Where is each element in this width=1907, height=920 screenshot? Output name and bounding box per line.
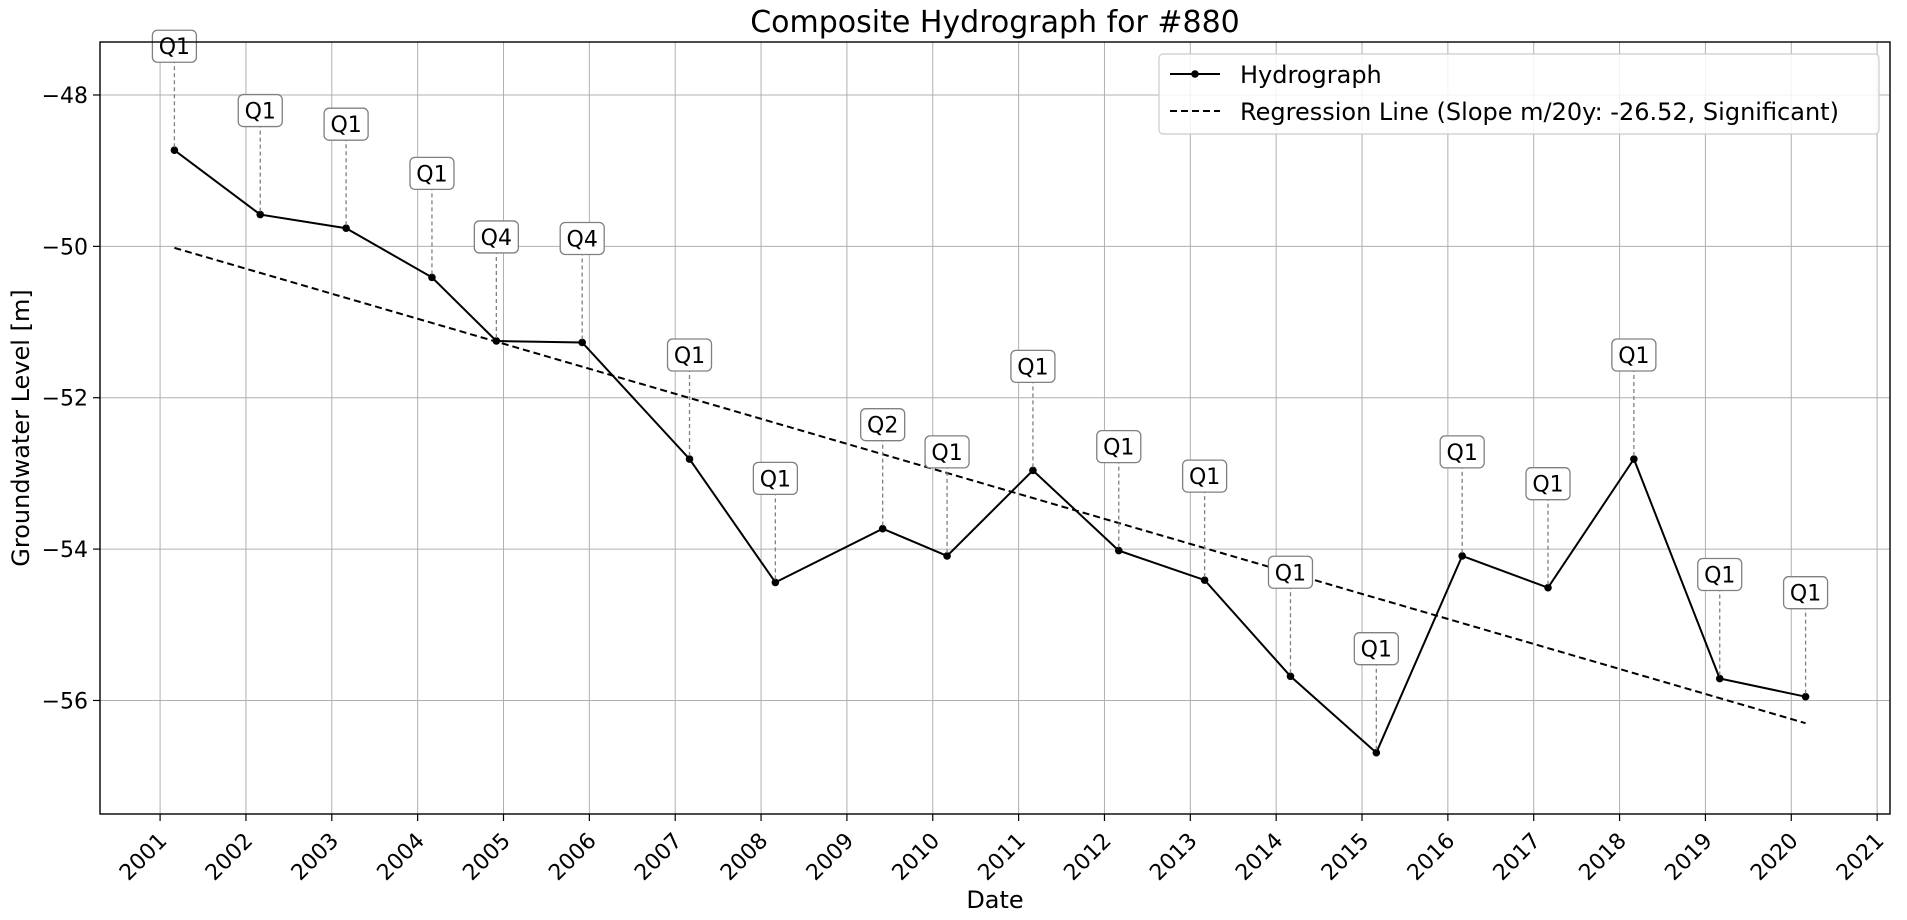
- x-tick-label: 2016: [1403, 829, 1460, 886]
- hydrograph-point: [1373, 749, 1381, 757]
- annotation-label: Q1: [1189, 465, 1220, 490]
- legend: Hydrograph Regression Line (Slope m/20y:…: [1159, 54, 1879, 134]
- x-tick-label: 2010: [888, 829, 945, 886]
- x-tick-label: 2008: [716, 829, 773, 886]
- hydrograph-point: [686, 455, 694, 463]
- x-tick-label: 2019: [1660, 829, 1717, 886]
- annotation-label: Q4: [567, 227, 598, 252]
- y-axis-label: Groundwater Level [m]: [7, 289, 35, 566]
- y-tick-label: −50: [42, 235, 88, 260]
- x-tick-label: 2021: [1832, 829, 1889, 886]
- legend-hydrograph-marker-icon: [1191, 70, 1199, 78]
- hydrograph-point: [171, 146, 179, 154]
- hydrograph-point: [1630, 455, 1638, 463]
- hydrograph-point: [1802, 693, 1810, 701]
- annotation-label: Q1: [1103, 436, 1134, 461]
- x-axis-label: Date: [966, 886, 1023, 914]
- x-tick-label: 2011: [974, 829, 1031, 886]
- y-tick-label: −52: [42, 387, 88, 412]
- annotation-label: Q1: [1790, 582, 1821, 607]
- hydrograph-point: [342, 224, 350, 232]
- x-tick-label: 2005: [458, 829, 515, 886]
- hydrograph-point: [1544, 584, 1552, 592]
- legend-hydrograph-label: Hydrograph: [1240, 61, 1382, 89]
- x-tick-label: 2007: [630, 829, 687, 886]
- hydrograph-point: [943, 552, 951, 560]
- annotation-label: Q1: [1361, 638, 1392, 663]
- hydrograph-point: [428, 274, 436, 282]
- hydrograph-point: [1287, 672, 1295, 680]
- y-tick-label: −56: [42, 689, 88, 714]
- x-tick-label: 2003: [287, 829, 344, 886]
- hydrograph-point: [1115, 547, 1123, 555]
- hydrograph-point: [256, 211, 264, 219]
- hydrograph-point: [1201, 576, 1209, 584]
- x-tick-label: 2013: [1145, 829, 1202, 886]
- x-tick-label: 2014: [1231, 829, 1288, 886]
- hydrograph-point: [772, 579, 780, 587]
- x-tick-label: 2015: [1317, 829, 1374, 886]
- hydrograph-point: [1029, 467, 1037, 475]
- annotation-label: Q1: [159, 35, 190, 60]
- hydrograph-point: [1716, 675, 1724, 683]
- annotation-label: Q1: [1275, 561, 1306, 586]
- x-tick-label: 2001: [115, 829, 172, 886]
- hydrograph-line: [174, 150, 1805, 753]
- annotation-label: Q4: [481, 226, 512, 251]
- hydrograph-point: [879, 525, 887, 533]
- annotation-label: Q1: [674, 344, 705, 369]
- x-tick-label: 2020: [1746, 829, 1803, 886]
- annotation-label: Q2: [867, 414, 898, 439]
- x-tick-label: 2009: [802, 829, 859, 886]
- y-tick-label: −48: [42, 84, 88, 109]
- annotation-label: Q1: [245, 100, 276, 125]
- x-tick-label: 2006: [544, 829, 601, 886]
- y-tick-label: −54: [42, 538, 88, 563]
- annotation-label: Q1: [1017, 355, 1048, 380]
- annotation-label: Q1: [1447, 441, 1478, 466]
- x-tick-label: 2012: [1059, 829, 1116, 886]
- hydrograph-point: [578, 339, 586, 347]
- x-tick-label: 2018: [1575, 829, 1632, 886]
- plot-area-frame: [100, 42, 1890, 814]
- hydrograph-point: [493, 337, 501, 345]
- annotation-label: Q1: [1704, 564, 1735, 589]
- annotation-label: Q1: [330, 113, 361, 138]
- hydrograph-point: [1458, 552, 1466, 560]
- chart-title: Composite Hydrograph for #880: [750, 5, 1240, 40]
- legend-regression-label: Regression Line (Slope m/20y: -26.52, Si…: [1240, 98, 1839, 126]
- annotation-label: Q1: [416, 162, 447, 187]
- x-tick-label: 2004: [373, 829, 430, 886]
- annotation-label: Q1: [760, 467, 791, 492]
- annotation-label: Q1: [1618, 344, 1649, 369]
- x-tick-label: 2017: [1489, 829, 1546, 886]
- annotation-label: Q1: [1532, 473, 1563, 498]
- annotation-label: Q1: [931, 441, 962, 466]
- x-tick-label: 2002: [201, 829, 258, 886]
